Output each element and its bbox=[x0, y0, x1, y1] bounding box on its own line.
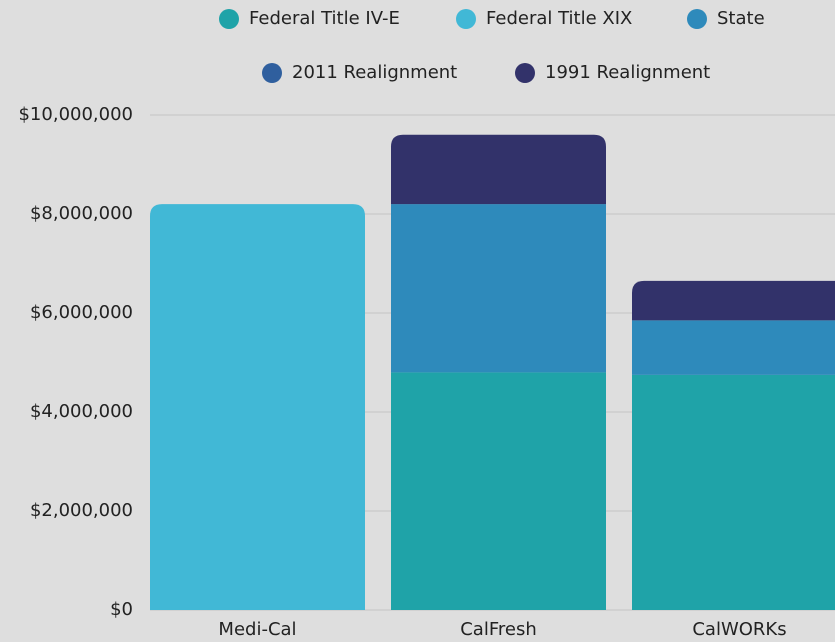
legend-marker bbox=[219, 9, 239, 29]
bar-segment bbox=[391, 204, 606, 373]
legend-marker bbox=[262, 63, 282, 83]
bar-segment bbox=[632, 320, 835, 375]
y-tick-label: $6,000,000 bbox=[30, 302, 133, 323]
legend-label: 2011 Realignment bbox=[292, 62, 457, 83]
legend-label: 1991 Realignment bbox=[545, 62, 710, 83]
y-tick-label: $8,000,000 bbox=[30, 203, 133, 224]
legend-label: State bbox=[717, 8, 765, 29]
y-tick-label: $10,000,000 bbox=[18, 104, 133, 125]
bar-segment bbox=[391, 134, 606, 205]
legend-label: Federal Title IV-E bbox=[249, 8, 400, 29]
legend-marker bbox=[515, 63, 535, 83]
y-tick-label: $4,000,000 bbox=[30, 401, 133, 422]
x-tick-label: CalWORKs bbox=[692, 619, 786, 640]
bar-segment bbox=[391, 372, 606, 610]
bar-segment bbox=[632, 280, 835, 321]
x-tick-label: Medi-Cal bbox=[218, 619, 296, 640]
x-tick-label: CalFresh bbox=[460, 619, 537, 640]
y-tick-label: $0 bbox=[110, 599, 133, 620]
legend-marker bbox=[456, 9, 476, 29]
y-tick-label: $2,000,000 bbox=[30, 500, 133, 521]
bar-segment bbox=[150, 204, 365, 610]
bar-segment bbox=[632, 374, 835, 610]
legend-marker bbox=[687, 9, 707, 29]
legend-label: Federal Title XIX bbox=[486, 8, 632, 29]
